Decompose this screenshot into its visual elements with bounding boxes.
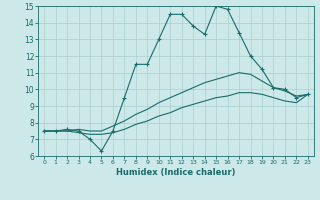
X-axis label: Humidex (Indice chaleur): Humidex (Indice chaleur) [116, 168, 236, 177]
